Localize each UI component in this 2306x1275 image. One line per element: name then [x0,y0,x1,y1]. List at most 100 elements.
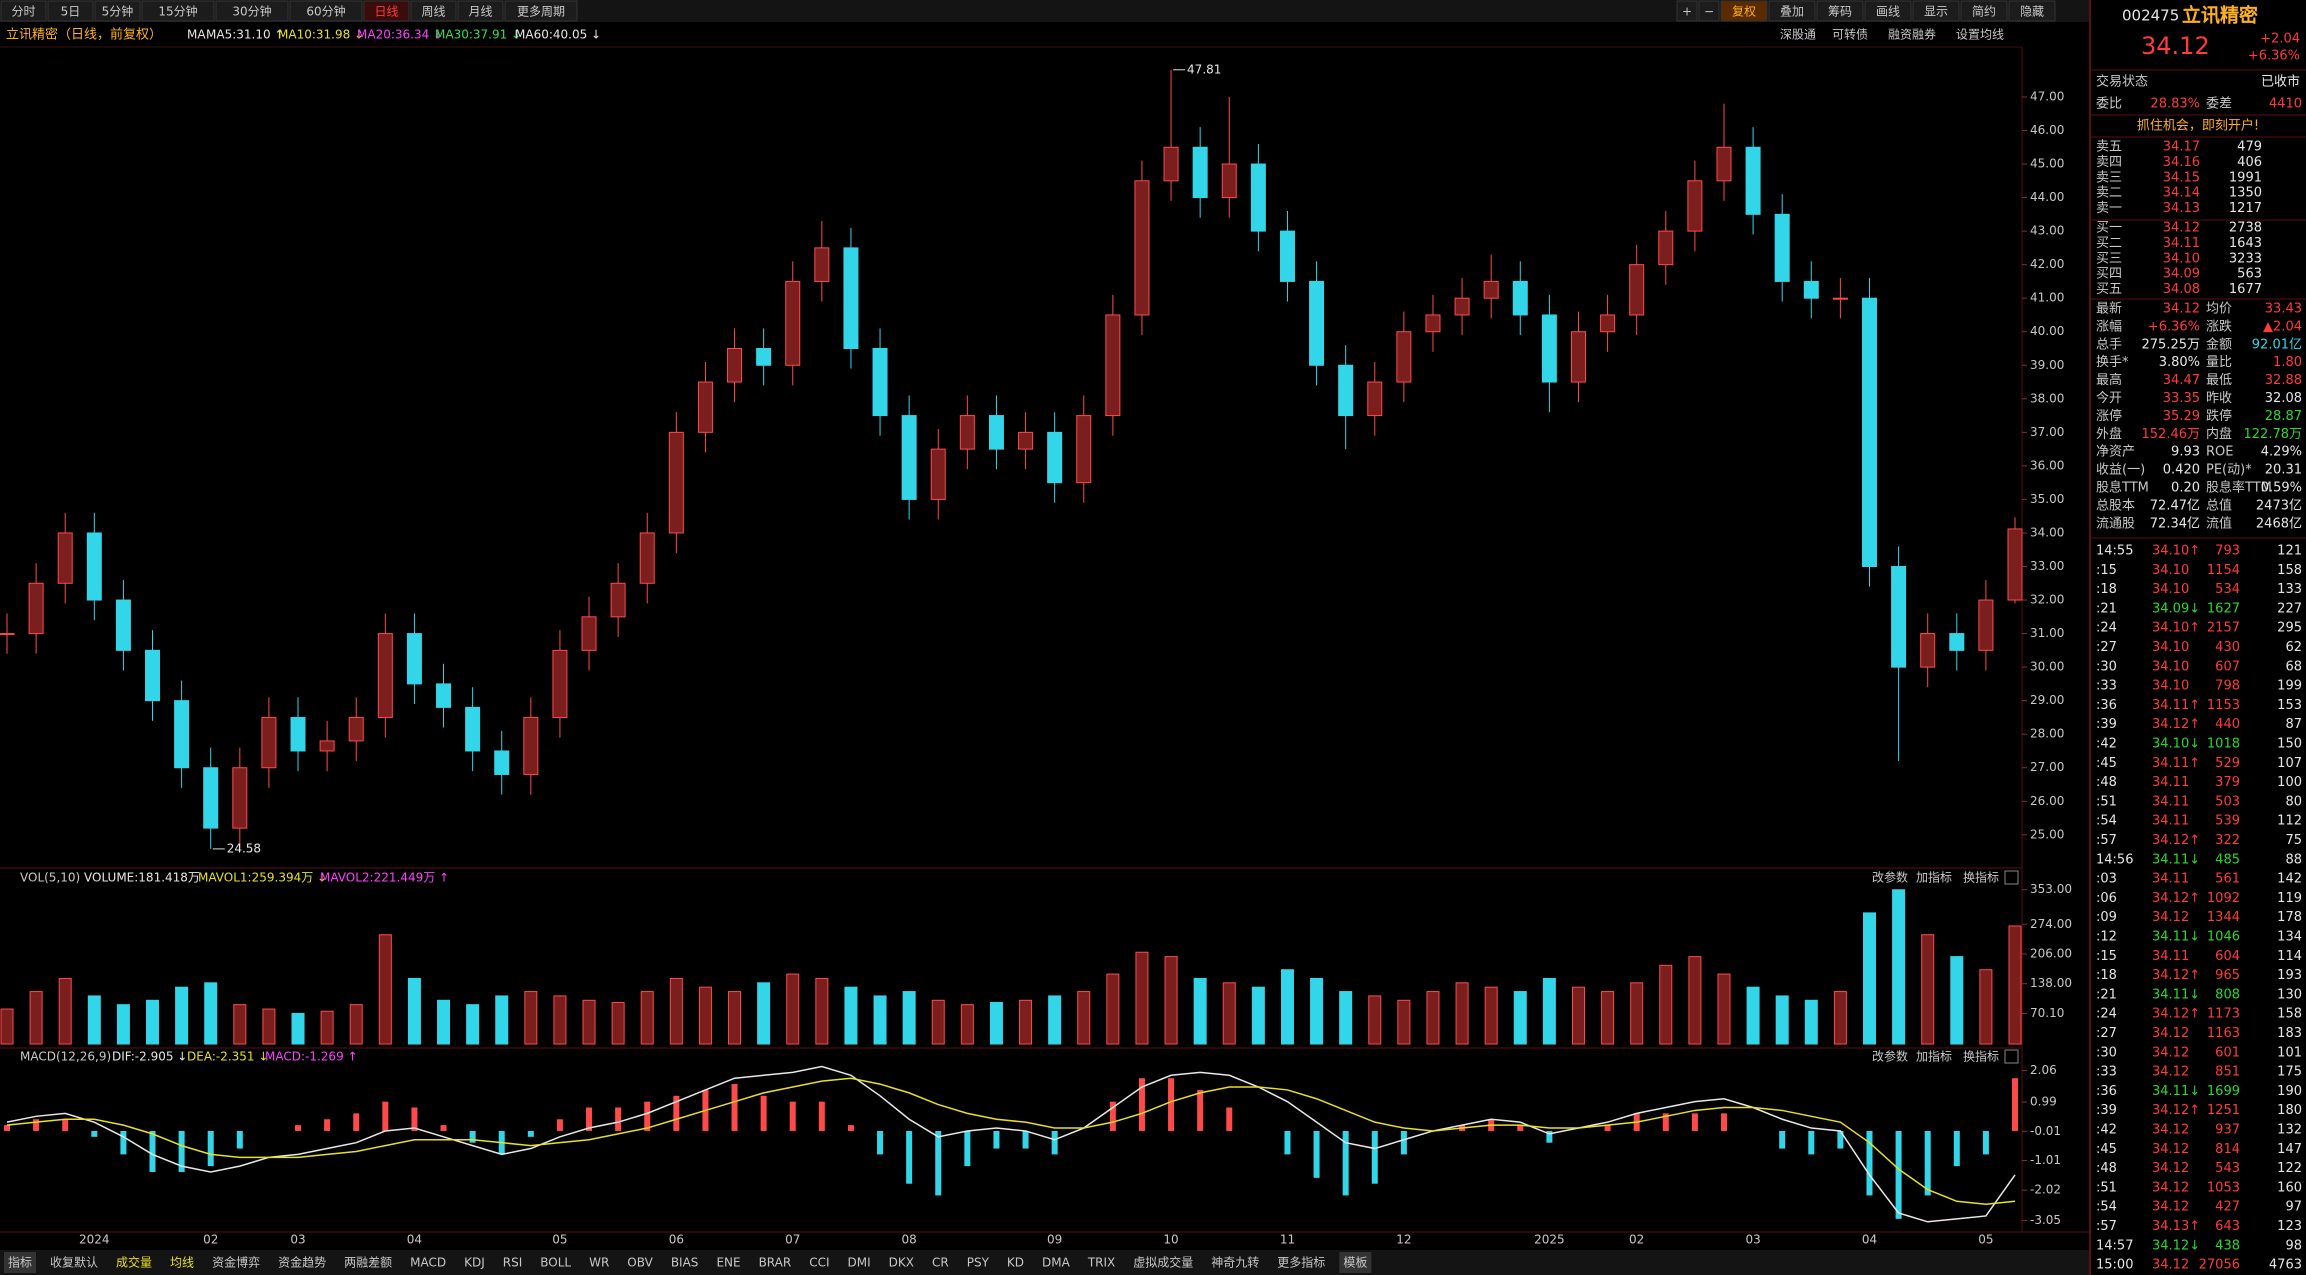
indicator-tab[interactable]: DKX [889,1256,914,1270]
indicator-action[interactable]: 加指标 [1916,1049,1952,1064]
indicator-tab[interactable]: WR [589,1256,609,1270]
indicator-tab[interactable]: 资金趋势 [278,1255,326,1270]
indicator-tab[interactable]: 模板 [1343,1256,1367,1270]
indicator-action[interactable]: 改参数 [1872,870,1908,885]
indicator-tab[interactable]: 指标 [8,1255,32,1270]
toolbar-button[interactable] [1720,0,1768,22]
stat-label: 总手 [2096,337,2122,352]
tab-bg[interactable] [4,1252,37,1273]
candle-body [959,415,975,450]
candle-body [465,706,481,752]
indicator-tab[interactable]: 均线 [170,1256,194,1270]
indicator-tab[interactable]: ENE [716,1256,740,1270]
toolbar-button[interactable] [141,0,215,22]
banner[interactable]: 抓住机会，即刻开户! [2137,118,2259,134]
toolbar-button[interactable] [215,0,289,22]
volume-bar [320,1010,334,1045]
indicator-tab[interactable]: TRIX [1087,1256,1115,1270]
toolbar-button[interactable] [47,0,94,22]
trade-time: :45 [2096,756,2117,771]
toolbar-label[interactable]: 更多周期 [517,5,565,19]
toolbar-label[interactable]: 30分钟 [232,4,271,19]
toolbar-button[interactable] [1698,0,1720,22]
close-button[interactable] [2004,1049,2019,1064]
toolbar-label[interactable]: 筹码 [1828,5,1852,19]
stat-label: 涨幅 [2096,319,2122,334]
toolbar-label[interactable]: 复权 [1732,5,1756,19]
indicator-tab[interactable]: 神奇九转 [1211,1255,1259,1270]
indicator-tab[interactable]: BOLL [540,1256,571,1270]
toolbar-label[interactable]: 简约 [1972,4,1996,19]
candle-body [1600,314,1616,333]
y-tick-label: 36.00 [2030,458,2064,472]
toolbar-button[interactable] [94,0,141,22]
indicator-tab[interactable]: 收复默认 [50,1255,98,1270]
toolbar-label[interactable]: 显示 [1924,5,1948,19]
toolbar-button[interactable] [0,0,47,22]
toolbar-label[interactable]: 画线 [1876,5,1900,19]
toolbar-button[interactable] [289,0,363,22]
toolbar-label[interactable]: 60分钟 [306,4,345,19]
toolbar-label[interactable]: 15分钟 [158,4,197,19]
toolbar-label[interactable]: 5日 [61,5,81,19]
book-price: 34.09 [2163,267,2200,282]
toolbar-button[interactable] [1960,0,2008,22]
toolbar-label[interactable]: 日线 [374,5,398,19]
indicator-tab[interactable]: OBV [627,1256,653,1270]
indicator-action[interactable]: 换指标 [1963,870,1999,885]
toolbar-label[interactable]: 隐藏 [2020,5,2044,19]
indicator-action[interactable]: 改参数 [1872,1049,1908,1064]
indicator-tab[interactable]: 虚拟成交量 [1133,1255,1193,1270]
chart-link[interactable]: 设置均线 [1956,28,2004,42]
toolbar-button[interactable] [1816,0,1864,22]
indicator-tab[interactable]: CCI [809,1256,829,1270]
indicator-tab[interactable]: KDJ [464,1256,485,1270]
indicator-tab[interactable]: RSI [503,1256,523,1270]
indicator-tab[interactable]: 成交量 [116,1255,152,1270]
stat-label: 股息TTM [2096,480,2149,496]
toolbar-button[interactable] [410,0,457,22]
trade-count: 180 [2277,1103,2302,1118]
toolbar-button[interactable] [2008,0,2056,22]
trade-time: 14:55 [2096,544,2133,559]
indicator-action[interactable]: 加指标 [1916,870,1952,885]
indicator-tab[interactable]: 更多指标 [1277,1255,1325,1270]
tab-bg[interactable] [1339,1252,1372,1273]
toolbar-button[interactable] [504,0,578,22]
indicator-tab[interactable]: MACD [410,1256,446,1270]
toolbar-label[interactable]: − [1704,5,1714,19]
indicator-tab[interactable]: DMA [1042,1256,1071,1270]
indicator-tab[interactable]: BIAS [671,1256,699,1270]
indicator-tab[interactable]: 两融差额 [344,1256,392,1270]
indicator-action[interactable]: 换指标 [1963,1049,1999,1064]
toolbar-label[interactable]: + [1682,5,1692,19]
book-volume: 1991 [2229,170,2262,185]
indicator-tab[interactable]: DMI [848,1256,871,1270]
toolbar-button[interactable] [363,0,410,22]
toolbar-button[interactable] [1864,0,1912,22]
toolbar-button[interactable] [1912,0,1960,22]
toolbar-label[interactable]: 周线 [421,5,445,19]
indicator-tab[interactable]: BRAR [759,1256,792,1270]
chart-link[interactable]: 深股通 [1780,28,1816,42]
macd-bar [1982,1130,1989,1155]
chart-link[interactable]: 融资融券 [1888,27,1936,42]
trade-price: 34.10 [2152,563,2189,578]
indicator-tab[interactable]: 资金博弈 [212,1255,260,1270]
candle-body [872,347,888,417]
chart-link[interactable]: 可转债 [1832,27,1868,42]
close-button[interactable] [2004,870,2019,885]
toolbar-button[interactable] [457,0,504,22]
trade-count: 119 [2277,891,2302,906]
toolbar-button[interactable] [1768,0,1816,22]
y-tick-label: 44.00 [2030,190,2064,204]
toolbar-label[interactable]: 5分钟 [102,4,134,19]
toolbar-label[interactable]: 分时 [11,5,35,19]
indicator-tab[interactable]: CR [932,1256,949,1270]
indicator-tab[interactable]: KD [1007,1256,1024,1270]
toolbar-label[interactable]: 月线 [468,5,492,19]
trade-time: :57 [2096,1219,2117,1234]
toolbar-label[interactable]: 叠加 [1780,5,1804,19]
toolbar-button[interactable] [1676,0,1698,22]
indicator-tab[interactable]: PSY [967,1256,990,1270]
